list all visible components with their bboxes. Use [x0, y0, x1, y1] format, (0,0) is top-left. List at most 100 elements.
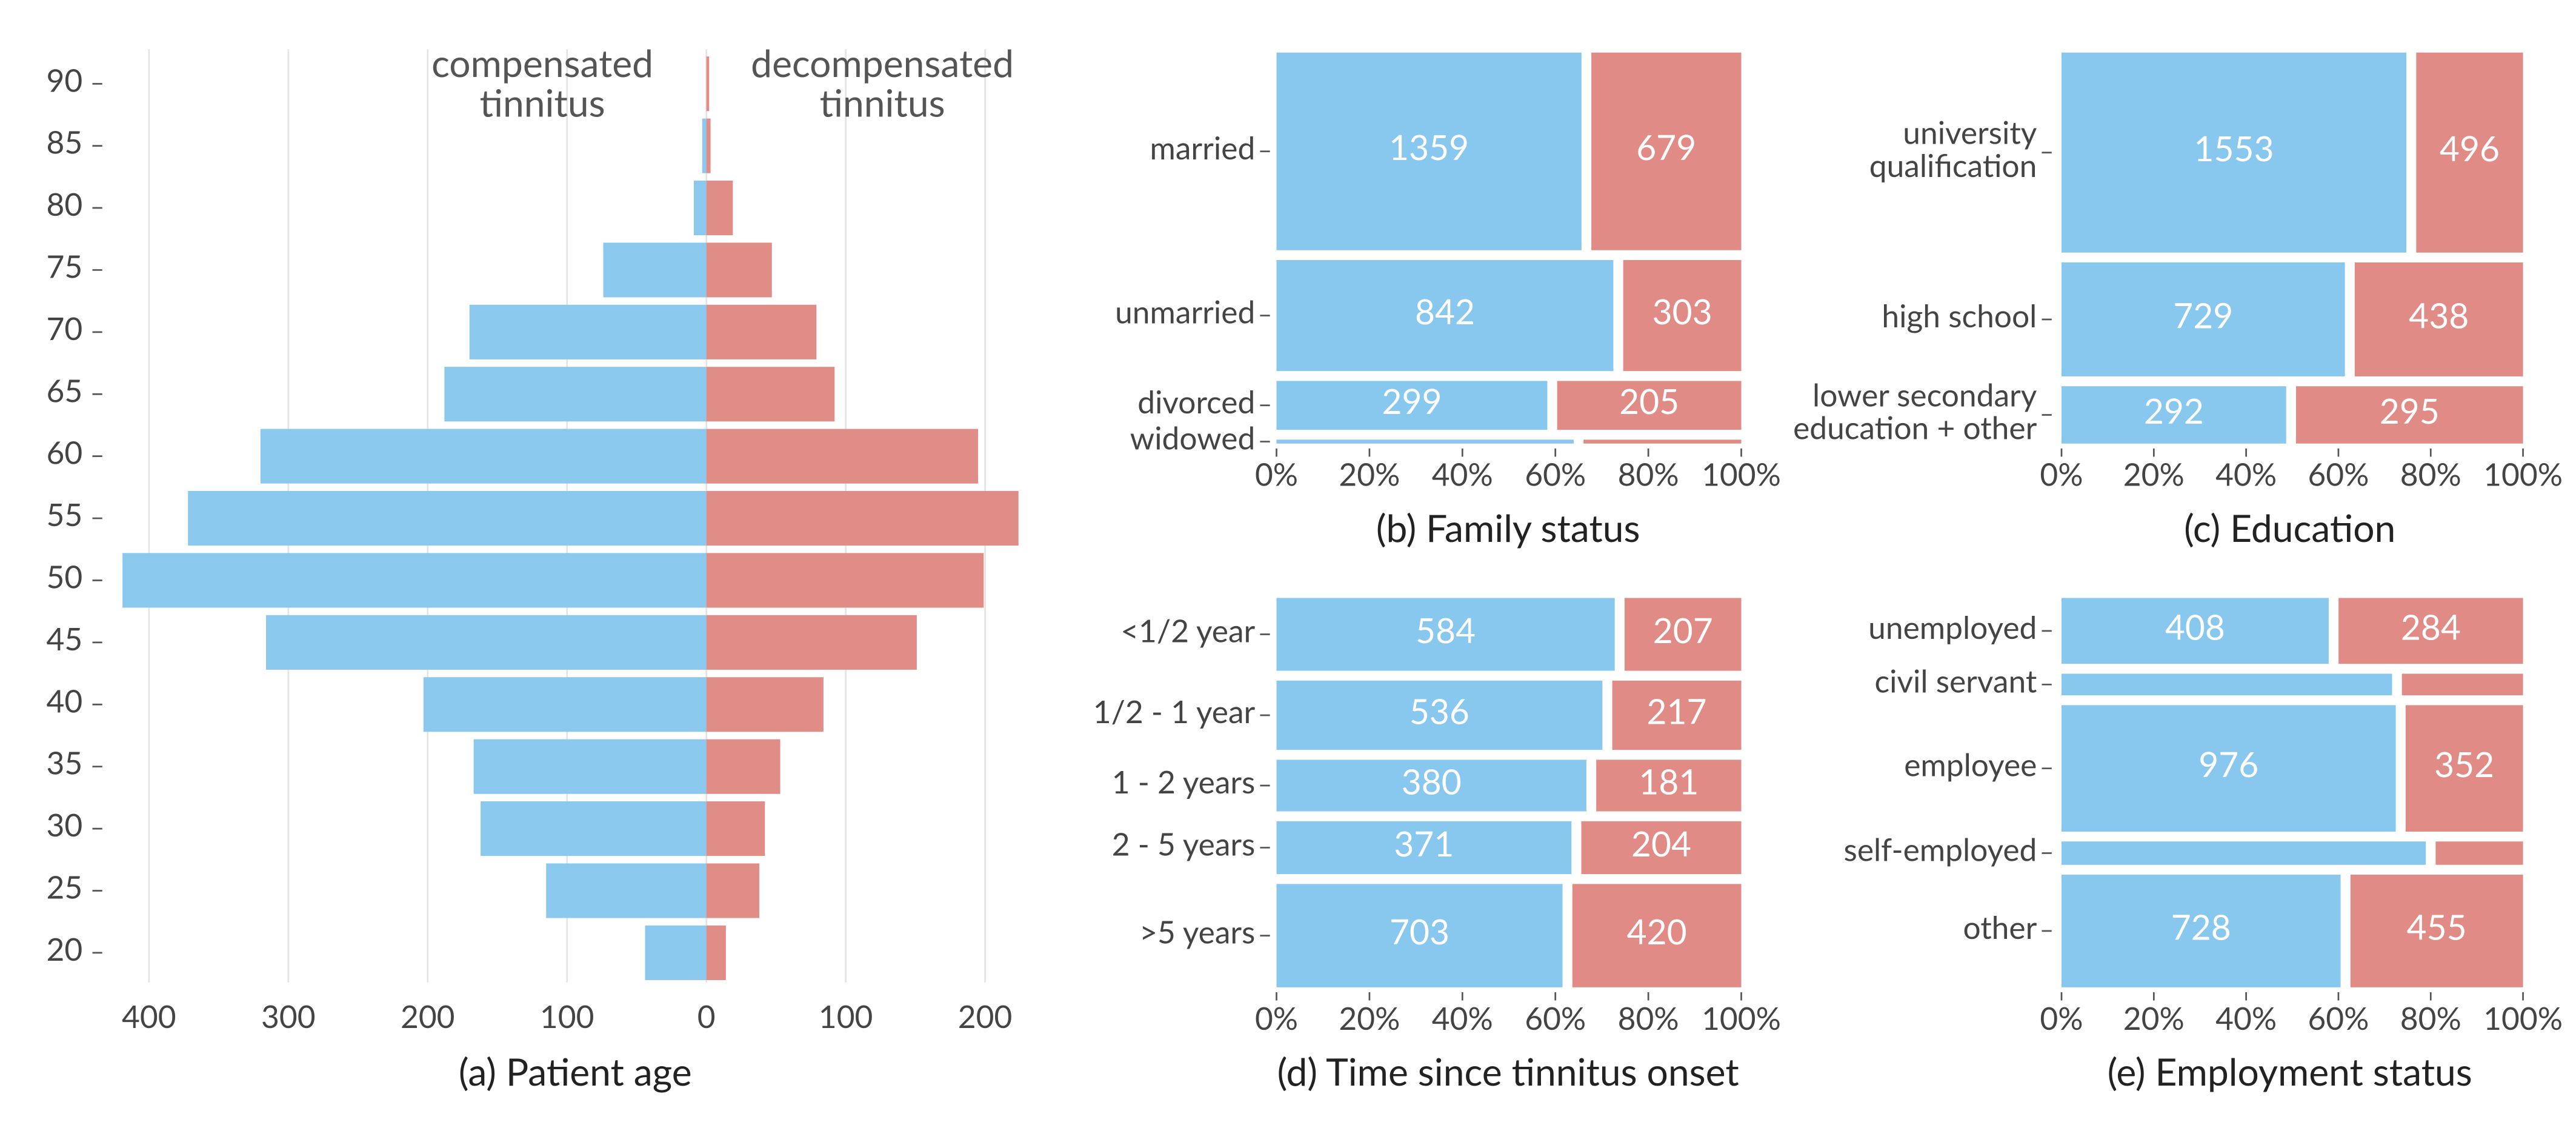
x-tick-label: 100 [540, 997, 594, 1035]
y-tick-label: 25 [46, 868, 82, 906]
bar-segment [2354, 262, 2523, 376]
x-tick-label: 100% [2483, 999, 2563, 1037]
bar [706, 615, 917, 670]
bar-segment [2350, 874, 2523, 987]
x-tick-label: 0 [697, 997, 716, 1035]
x-tick-label: 60% [1525, 999, 1586, 1037]
y-tick-label: 65 [46, 371, 82, 409]
bar [122, 553, 707, 608]
y-tick-label: 35 [46, 744, 82, 781]
y-tick-label: 45 [46, 619, 82, 657]
x-tick-label: 20% [2123, 455, 2185, 493]
bar [266, 615, 707, 670]
bar-segment [2416, 52, 2523, 253]
bar-segment [1583, 439, 1742, 444]
value-label: 303 [1652, 291, 1712, 332]
y-tick-label: 1 - 2 years [1112, 763, 1256, 800]
value-label: 728 [2171, 906, 2231, 947]
x-tick-label: 200 [958, 997, 1013, 1035]
value-label: 842 [1415, 291, 1475, 332]
bar [603, 242, 707, 298]
bar-segment [2061, 598, 2329, 664]
x-tick-label: 80% [2400, 999, 2461, 1037]
value-label: 1359 [1389, 127, 1469, 168]
value-label: 584 [1416, 610, 1476, 651]
y-tick-label: 70 [46, 309, 82, 347]
x-tick-label: 60% [2308, 455, 2369, 493]
bar [706, 367, 835, 422]
value-label: 703 [1390, 911, 1449, 952]
bar-segment [1276, 759, 1586, 812]
value-label: 438 [2409, 295, 2469, 336]
value-label: 455 [2407, 906, 2467, 947]
value-label: 205 [1619, 381, 1679, 422]
bar [693, 180, 707, 236]
y-tick-label: civil servant [1875, 661, 2037, 699]
bar-segment [1276, 884, 1563, 987]
x-tick-label: 100% [1702, 999, 1781, 1037]
y-tick-label: 50 [46, 558, 82, 595]
y-tick-label: 80 [46, 185, 82, 222]
y-tick-label: employee [1904, 746, 2037, 783]
chart-caption: (c) Education [2184, 505, 2395, 550]
y-tick-label: 30 [46, 806, 82, 843]
bar [706, 118, 711, 173]
value-label: 181 [1639, 761, 1699, 802]
x-tick-label: 80% [1618, 999, 1679, 1037]
value-label: 217 [1647, 690, 1707, 732]
chart-caption: (e) Employment status [2108, 1049, 2472, 1094]
y-tick-label: other [1963, 908, 2037, 946]
bar [546, 863, 707, 918]
series-annotation: compensated tinnitus [431, 40, 653, 125]
bar [706, 242, 772, 298]
value-label: 679 [1636, 127, 1696, 168]
bar-segment [1276, 821, 1572, 875]
bar-segment [2061, 874, 2341, 987]
value-label: 295 [2380, 390, 2440, 432]
x-tick-label: 20% [2123, 999, 2185, 1037]
value-label: 496 [2440, 128, 2500, 169]
x-tick-label: 60% [1525, 455, 1586, 493]
x-tick-label: 100% [1702, 455, 1781, 493]
bar-segment [1572, 884, 1742, 987]
bar [469, 304, 707, 359]
y-tick-label: 40 [46, 681, 82, 719]
bar [444, 367, 707, 422]
bar [706, 491, 1019, 546]
x-tick-label: 100 [819, 997, 873, 1035]
bar-segment [1276, 260, 1614, 372]
value-label: 352 [2434, 744, 2494, 785]
bar [706, 739, 780, 794]
value-label: 299 [1382, 381, 1442, 422]
value-label: 380 [1402, 761, 1462, 802]
value-label: 204 [1631, 823, 1691, 864]
value-label: 292 [2144, 390, 2204, 432]
x-tick-label: 200 [401, 997, 455, 1035]
x-tick-label: 300 [261, 997, 316, 1035]
x-tick-label: 100% [2483, 455, 2563, 493]
bar [473, 739, 707, 794]
x-tick-label: 80% [2400, 455, 2461, 493]
bar [706, 180, 733, 236]
bar [260, 429, 707, 484]
value-label: 207 [1653, 610, 1713, 651]
bar-segment [2401, 673, 2523, 696]
bar [706, 801, 765, 856]
x-tick-label: 40% [1432, 999, 1493, 1037]
bar-segment [1612, 680, 1742, 750]
y-tick-label: unmarried [1115, 293, 1255, 330]
bar-segment [2061, 673, 2392, 696]
bar-segment [1596, 759, 1742, 812]
x-tick-label: 0% [1255, 999, 1298, 1037]
bar-segment [1276, 680, 1603, 750]
value-label: 1553 [2194, 128, 2274, 169]
bar-segment [2405, 705, 2523, 832]
x-tick-label: 20% [1339, 999, 1400, 1037]
y-tick-label: 20 [46, 930, 82, 967]
bar-segment [1276, 52, 1582, 250]
bar [706, 677, 824, 732]
y-tick-label: 60 [46, 433, 82, 471]
x-tick-label: 20% [1339, 455, 1400, 493]
